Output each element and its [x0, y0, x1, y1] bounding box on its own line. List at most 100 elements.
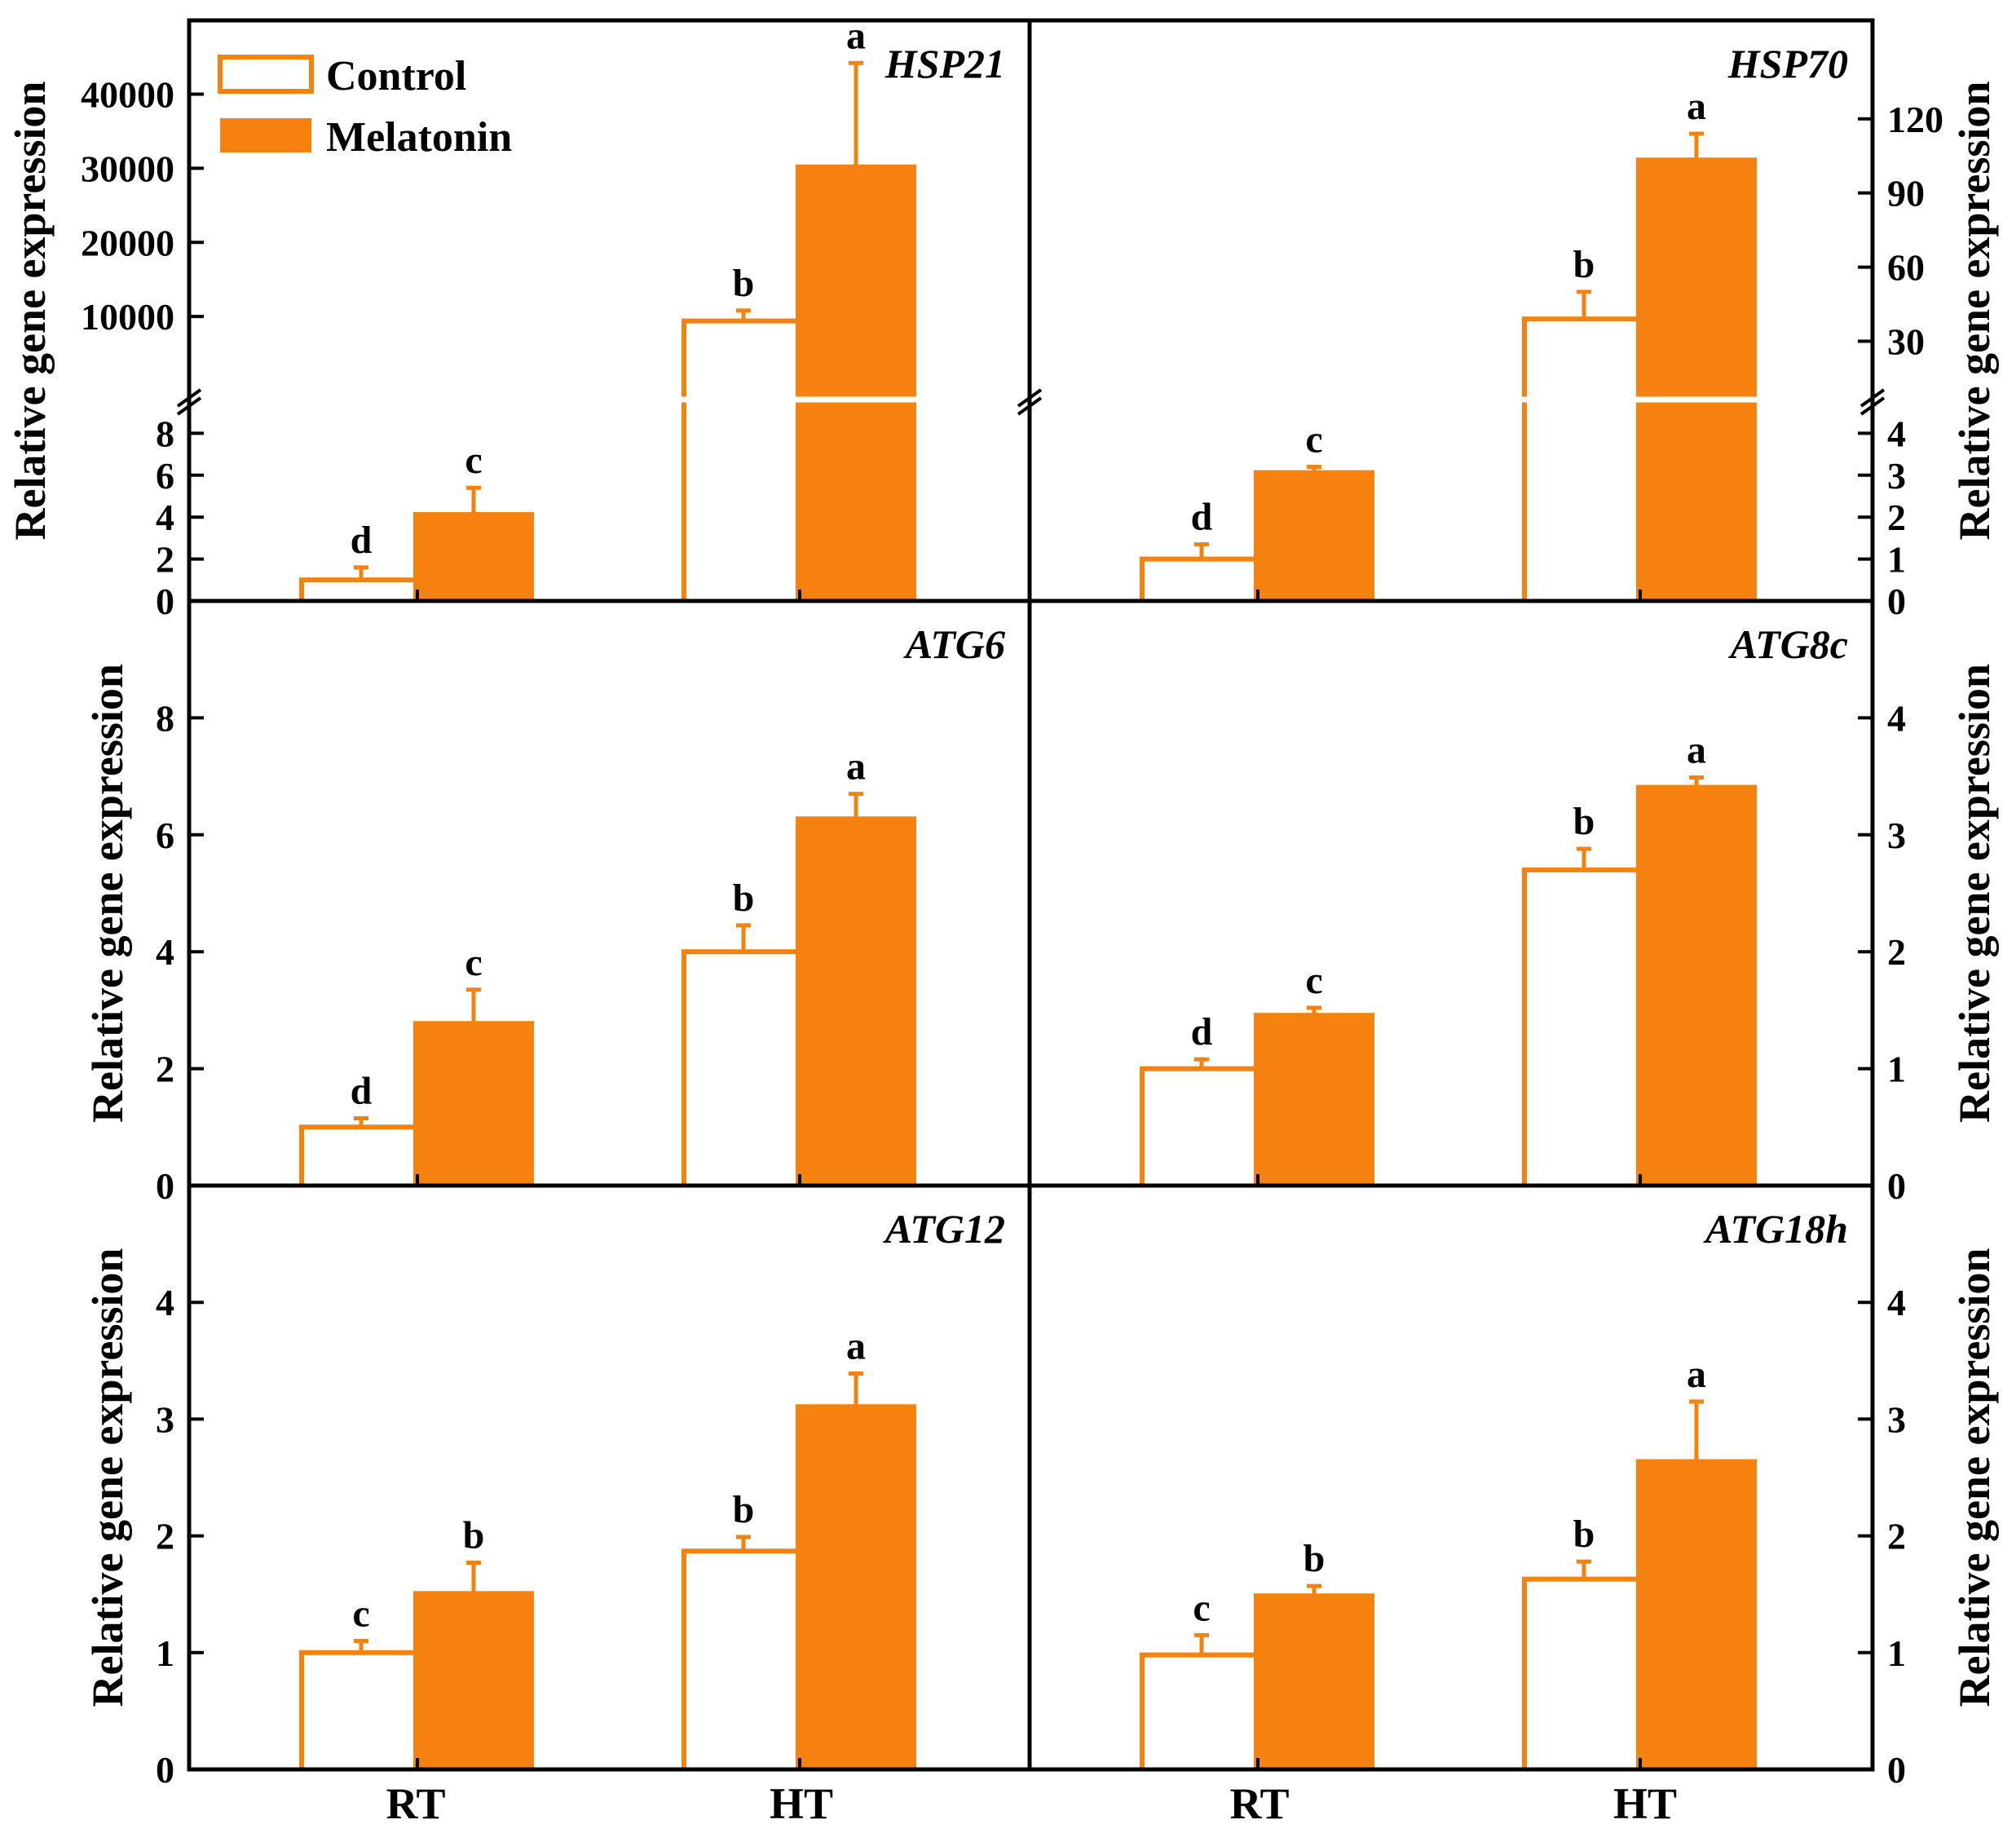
- gene-title-atg12: ATG12: [883, 1206, 1005, 1252]
- sig-letter-control-rt: d: [351, 1070, 373, 1113]
- y-tick-label: 1: [1887, 1049, 1906, 1090]
- bar-control-ht: [682, 318, 805, 601]
- y-axis-label: Relative gene expression: [83, 664, 132, 1123]
- y-tick-label: 2: [1887, 497, 1906, 538]
- y-tick-label: 2: [156, 539, 174, 581]
- y-axis-label: Relative gene expression: [1950, 82, 1999, 541]
- sig-letter-melatonin-rt: c: [1305, 959, 1322, 1002]
- y-tick-label: 0: [156, 581, 174, 622]
- y-tick-label: 8: [156, 413, 174, 454]
- gene-title-atg18h: ATG18h: [1703, 1206, 1848, 1252]
- y-tick-label: 2: [156, 1516, 174, 1557]
- bar-control-rt: [1140, 1652, 1264, 1769]
- y-tick-label: 3: [1887, 815, 1906, 856]
- x-label-ht-right: HT: [1613, 1779, 1677, 1828]
- bar-melatonin-rt: [413, 1591, 534, 1771]
- panel-atg12: c b b a 0 1 2 3 4 ATG12 Relative gene expression: [83, 1206, 1005, 1791]
- y-tick-label: 4: [156, 931, 174, 973]
- y-tick-label: 4: [156, 1282, 174, 1323]
- y-tick-label: 6: [156, 815, 174, 856]
- bar-control-rt: [299, 577, 423, 601]
- sig-letter-melatonin-ht: a: [1687, 85, 1706, 128]
- y-tick-label: 3: [1887, 455, 1906, 497]
- y-tick-label: 0: [156, 1165, 174, 1207]
- y-tick-label: 1: [1887, 539, 1906, 581]
- sig-letter-control-rt: c: [1193, 1586, 1210, 1629]
- sig-letter-melatonin-rt: b: [1304, 1537, 1326, 1580]
- bar-melatonin-ht: [796, 164, 916, 602]
- y-tick-label: 2: [1887, 931, 1906, 973]
- sig-letter-control-ht: b: [1573, 800, 1595, 843]
- sig-letter-control-rt: d: [1191, 496, 1213, 539]
- bar-control-ht: [1522, 1576, 1646, 1769]
- bar-control-rt: [299, 1124, 423, 1186]
- y-tick-label: 3: [156, 1398, 174, 1440]
- legend-label-control: Control: [326, 53, 466, 99]
- bar-control-rt: [299, 1650, 423, 1769]
- sig-letter-melatonin-ht: a: [846, 1325, 866, 1368]
- legend: Control Melatonin: [218, 53, 512, 161]
- y-tick-label: 2: [156, 1049, 174, 1090]
- sig-letter-control-ht: b: [1573, 243, 1595, 286]
- bar-melatonin-ht: [796, 816, 916, 1186]
- y-tick-label: 0: [1887, 1165, 1906, 1207]
- panel-atg6: d b c a 0 2 4 6 8 ATG6 Relative gene expression: [83, 621, 1005, 1207]
- y-tick-label: 1: [1887, 1632, 1906, 1674]
- legend-swatch-control: [218, 55, 314, 94]
- sig-letter-control-ht: b: [1573, 1513, 1595, 1556]
- sig-letter-melatonin-rt: c: [465, 439, 482, 482]
- sig-letter-melatonin-ht: a: [846, 745, 866, 788]
- bar-melatonin-ht: [1636, 1459, 1757, 1771]
- bar-melatonin-ht: [796, 1404, 916, 1770]
- y-tick-label: 0: [156, 1749, 174, 1791]
- y-tick-label: 30000: [81, 148, 174, 189]
- bar-melatonin-rt: [413, 512, 534, 602]
- y-axis-label: Relative gene expression: [1950, 1248, 1999, 1707]
- y-axis-label: Relative gene expression: [6, 82, 55, 541]
- legend-label-melatonin: Melatonin: [326, 114, 512, 161]
- panel-atg18h: c b b a 0 1 2 3 4 ATG18h Relative gene expression: [1140, 1206, 1999, 1791]
- y-tick-label: 4: [1887, 1282, 1906, 1323]
- gene-title-hsp70: HSP70: [1727, 41, 1848, 86]
- y-tick-label: 2: [1887, 1516, 1906, 1557]
- y-tick-label: 1: [156, 1632, 174, 1674]
- y-tick-label: 4: [1887, 413, 1906, 454]
- sig-letter-melatonin-ht: a: [1687, 729, 1706, 772]
- panel-hsp21: dbca0246810000200003000040000HSP21Relati…: [6, 14, 1030, 622]
- x-label-ht-left: HT: [770, 1779, 833, 1828]
- y-tick-label: 0: [1887, 581, 1906, 622]
- sig-letter-melatonin-rt: c: [1305, 418, 1322, 462]
- sig-letter-melatonin-rt: c: [465, 941, 482, 984]
- gene-title-hsp21: HSP21: [884, 41, 1005, 86]
- x-label-rt-right: RT: [1229, 1779, 1289, 1828]
- y-tick-label: 10000: [81, 296, 174, 338]
- sig-letter-control-ht: b: [733, 262, 755, 305]
- bar-control-ht: [682, 949, 805, 1186]
- y-tick-label: 20000: [81, 222, 174, 263]
- sig-letter-melatonin-rt: b: [463, 1514, 485, 1557]
- bar-control-rt: [1140, 1066, 1264, 1186]
- y-tick-label: 4: [1887, 697, 1906, 739]
- sig-letter-control-ht: b: [733, 877, 755, 920]
- sig-letter-control-rt: d: [1191, 1010, 1213, 1053]
- gene-title-atg8c: ATG8c: [1728, 621, 1848, 667]
- y-axis-label: Relative gene expression: [1950, 664, 1999, 1123]
- sig-letter-melatonin-ht: a: [1687, 1353, 1706, 1396]
- y-tick-label: 30: [1887, 320, 1925, 362]
- y-tick-label: 60: [1887, 247, 1925, 289]
- bar-melatonin-rt: [1254, 1013, 1374, 1187]
- bar-melatonin-rt: [413, 1021, 534, 1186]
- x-label-rt-left: RT: [386, 1779, 445, 1828]
- bar-control-ht: [1522, 316, 1646, 601]
- y-tick-label: 120: [1887, 99, 1943, 140]
- y-tick-label: 4: [156, 497, 174, 538]
- legend-swatch-melatonin: [220, 118, 311, 152]
- y-tick-label: 40000: [81, 73, 174, 115]
- sig-letter-control-rt: d: [351, 519, 373, 562]
- bar-control-ht: [682, 1548, 805, 1769]
- y-tick-label: 8: [156, 697, 174, 739]
- bar-melatonin-rt: [1254, 1593, 1374, 1770]
- bar-control-ht: [1522, 867, 1646, 1186]
